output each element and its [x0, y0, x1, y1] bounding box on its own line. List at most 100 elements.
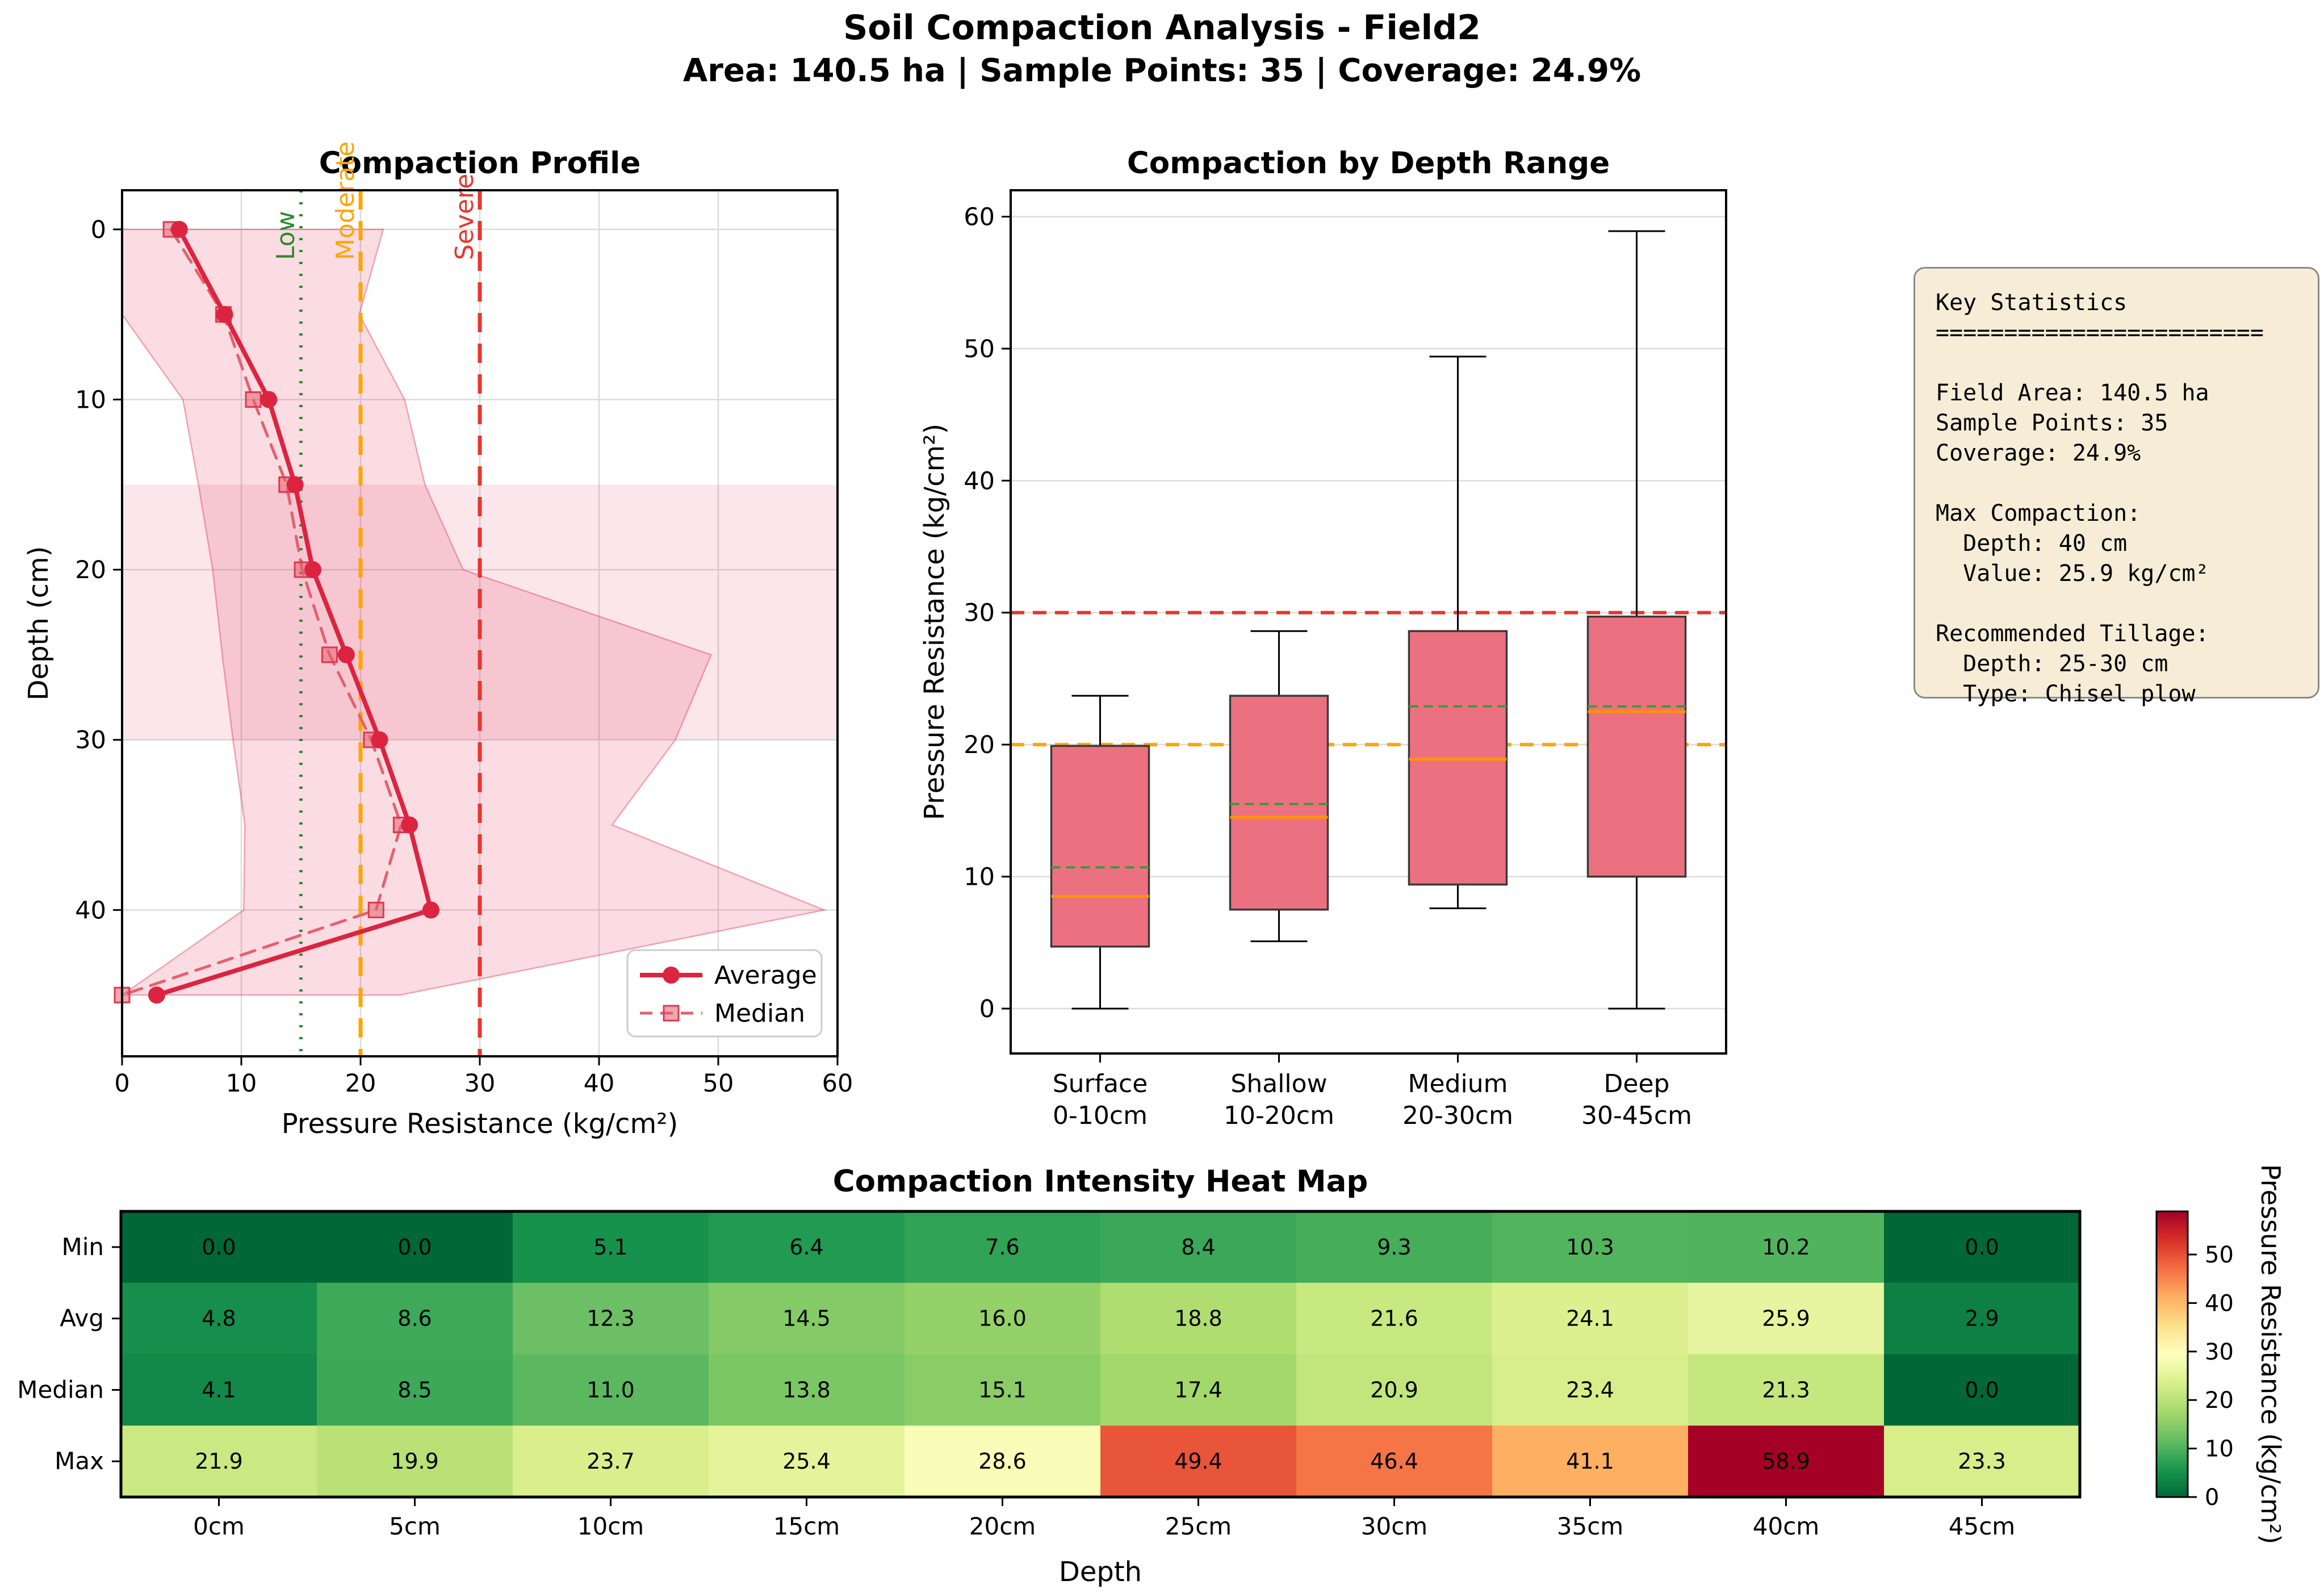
median-series-marker: [245, 391, 262, 408]
heatmap-cell-value: 23.4: [1566, 1377, 1614, 1402]
heatmap-cell: [709, 1425, 905, 1498]
heatmap-cell: [1688, 1354, 1885, 1426]
threshold-label-severe: Severe: [450, 174, 479, 260]
row-label: Median: [17, 1375, 104, 1403]
box-surface: [1050, 745, 1150, 948]
heatmap-cell: [1492, 1425, 1689, 1498]
y-tick-label: 40: [964, 467, 995, 495]
column-label: 40cm: [1753, 1512, 1819, 1540]
heatmap-cell-value: 8.4: [1181, 1235, 1215, 1260]
average-series-marker: [148, 986, 165, 1004]
box-shallow: [1229, 695, 1329, 911]
average-series-marker: [260, 391, 278, 408]
heatmap-cell-value: 58.9: [1762, 1449, 1810, 1474]
page-title: Soil Compaction Analysis - Field2: [843, 8, 1481, 48]
heatmap-cell: [1100, 1282, 1297, 1354]
heatmap-cell: [905, 1425, 1101, 1498]
heatmap-cell-value: 46.4: [1370, 1449, 1418, 1474]
legend-average-label: Average: [714, 961, 817, 990]
heatmap-title: Compaction Intensity Heat Map: [833, 1164, 1368, 1199]
heatmap-cell: [1884, 1354, 2080, 1426]
heatmap-cell: [317, 1282, 513, 1354]
heatmap-cell-value: 8.6: [397, 1306, 432, 1331]
average-series-marker: [286, 476, 304, 494]
heatmap-cell-value: 49.4: [1174, 1449, 1222, 1474]
heatmap-cell: [709, 1211, 905, 1283]
heatmap-cell: [317, 1211, 513, 1283]
heatmap-cell-value: 4.1: [202, 1377, 236, 1402]
average-series-marker: [422, 901, 439, 919]
colorbar: [2155, 1210, 2189, 1498]
heatmap-cell: [1100, 1425, 1297, 1498]
intensity-heatmap: Compaction Intensity Heat Map 0.0 0.0 5.1 6.…: [17, 1164, 2286, 1588]
heatmap-cell: [709, 1354, 905, 1426]
column-label: 0cm: [193, 1512, 245, 1540]
median-series-marker: [321, 646, 338, 663]
y-tick-label: 30: [75, 726, 106, 755]
heatmap-cell-value: 0.0: [1965, 1377, 1999, 1402]
heatmap-cell: [1492, 1354, 1689, 1426]
heatmap-cell-value: 21.6: [1370, 1306, 1418, 1331]
heatmap-cell: [1296, 1211, 1493, 1283]
column-label: 5cm: [389, 1512, 441, 1540]
y-tick-label: 50: [964, 335, 995, 363]
heatmap-cell-value: 11.0: [587, 1377, 635, 1402]
legend-average-marker: [663, 967, 680, 984]
heatmap-cell-value: 8.5: [397, 1377, 432, 1402]
key-statistics-text: Key Statistics ======================== …: [1936, 290, 2264, 707]
heatmap-cell: [905, 1354, 1101, 1426]
heatmap-cell-value: 18.8: [1174, 1306, 1222, 1331]
heatmap-cell: [513, 1282, 709, 1354]
heatmap-cell: [121, 1282, 317, 1354]
heatmap-cell-value: 16.0: [978, 1306, 1027, 1331]
column-label: 45cm: [1949, 1512, 2015, 1540]
x-tick-label: 50: [703, 1069, 734, 1098]
heatmap-cell: [513, 1354, 709, 1426]
heatmap-cell: [1688, 1282, 1885, 1354]
heatmap-cell-value: 20.9: [1370, 1377, 1418, 1402]
colorbar-tick-label: 0: [2205, 1485, 2219, 1511]
legend-median-marker: [663, 1005, 680, 1022]
heatmap-cell: [1884, 1425, 2080, 1498]
category-sublabel: 30-45cm: [1581, 1101, 1692, 1130]
heatmap-cell: [1100, 1211, 1297, 1283]
column-label: 15cm: [773, 1512, 840, 1540]
category-label: Medium: [1408, 1069, 1508, 1098]
y-tick-label: 0: [979, 995, 995, 1023]
y-tick-label: 30: [964, 599, 995, 628]
threshold-label-low: Low: [271, 211, 300, 260]
column-label: 25cm: [1165, 1512, 1232, 1540]
heatmap-cell-value: 25.4: [782, 1449, 831, 1474]
heatmap-border: [119, 1210, 2082, 1499]
heatmap-cell-value: 24.1: [1566, 1306, 1614, 1331]
depth-range-boxplot: Compaction by Depth Range 0 10 20 30 40 50 60 Su…: [919, 146, 1727, 1130]
y-tick-label: 10: [964, 863, 995, 892]
x-tick-label: 40: [584, 1069, 615, 1098]
heatmap-cell: [1492, 1282, 1689, 1354]
heatmap-cell-value: 0.0: [1965, 1235, 1999, 1260]
heatmap-cell: [121, 1354, 317, 1426]
heatmap-cell-value: 15.1: [978, 1377, 1027, 1402]
column-label: 10cm: [577, 1512, 644, 1540]
x-tick-label: 60: [822, 1069, 853, 1098]
x-tick-label: 0: [114, 1069, 129, 1098]
category-sublabel: 10-20cm: [1224, 1101, 1334, 1130]
y-tick-label: 60: [964, 203, 995, 231]
heatmap-cell-value: 19.9: [391, 1449, 439, 1474]
column-label: 35cm: [1557, 1512, 1623, 1540]
average-series-marker: [371, 731, 388, 749]
heatmap-cell-value: 23.7: [587, 1449, 635, 1474]
category-sublabel: 0-10cm: [1053, 1101, 1148, 1130]
legend-median-label: Median: [714, 999, 805, 1028]
x-tick-label: 30: [464, 1069, 496, 1098]
heatmap-cell-value: 0.0: [397, 1235, 432, 1260]
x-tick-label: 10: [226, 1069, 257, 1098]
column-label: 30cm: [1361, 1512, 1427, 1540]
y-tick-label: 10: [75, 386, 106, 415]
heatmap-cell: [1296, 1282, 1493, 1354]
heatmap-cell-value: 21.9: [195, 1449, 243, 1474]
heatmap-cell: [121, 1425, 317, 1498]
heatmap-cell-value: 14.5: [782, 1306, 831, 1331]
heatmap-cell: [1688, 1425, 1885, 1498]
